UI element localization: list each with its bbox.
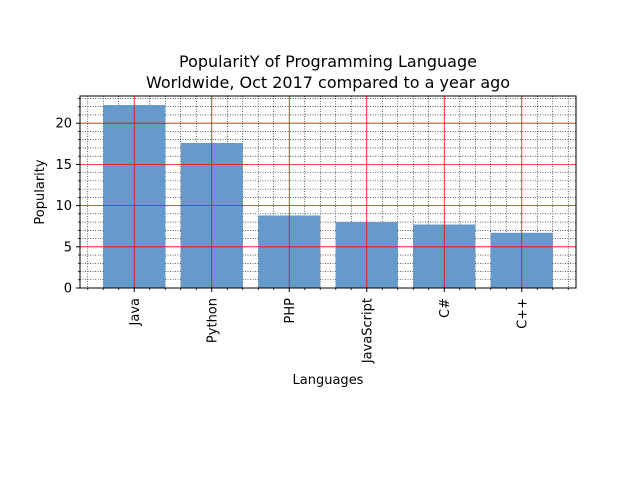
x-tick-label: Python xyxy=(205,298,220,343)
major-grid xyxy=(80,96,576,288)
y-axis-label: Popularity xyxy=(33,159,48,224)
bars-group xyxy=(103,105,553,288)
plot-frame xyxy=(79,95,577,289)
x-tick-label: Java xyxy=(128,298,143,326)
y-tick-label: 20 xyxy=(55,117,72,132)
x-tick-label: C++ xyxy=(515,298,530,329)
y-tick-label: 10 xyxy=(55,199,72,214)
x-axis: Java Python PHP JavaScript C# C++ xyxy=(87,288,569,364)
x-tick-label: JavaScript xyxy=(360,298,375,364)
chart-title-line2: Worldwide, Oct 2017 compared to a year a… xyxy=(146,73,510,92)
y-axis: 0 5 10 15 20 xyxy=(55,98,80,297)
y-tick-label: 5 xyxy=(64,240,72,255)
y-tick-label: 15 xyxy=(55,158,72,173)
chart-title-line1: PopularitY of Programming Language xyxy=(179,52,477,71)
x-axis-label: Languages xyxy=(293,373,364,388)
x-tick-label: PHP xyxy=(283,298,298,324)
y-tick-label: 0 xyxy=(64,282,72,297)
x-tick-label: C# xyxy=(438,298,453,318)
